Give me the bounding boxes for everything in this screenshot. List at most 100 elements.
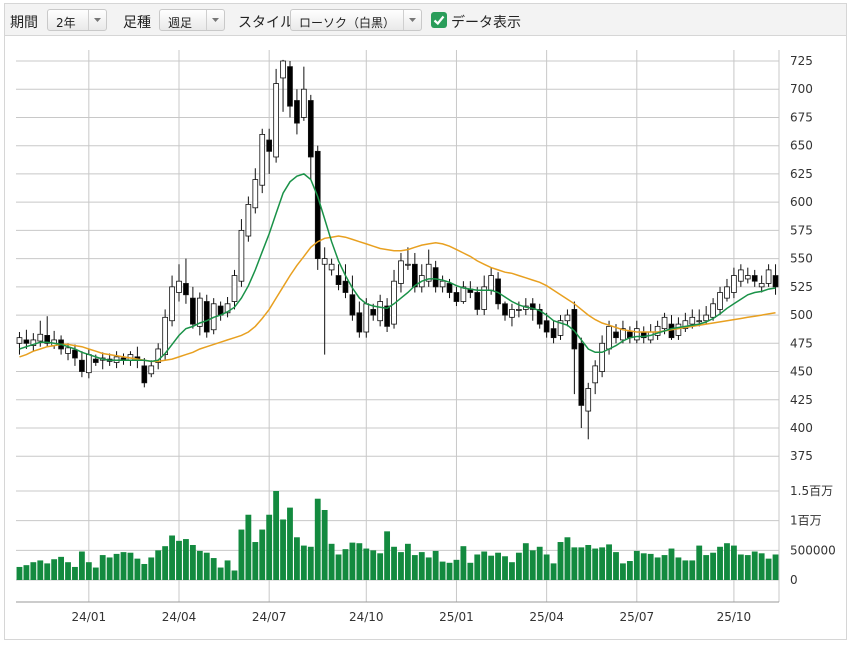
volume-bar	[273, 491, 280, 580]
volume-bar	[183, 539, 189, 580]
volume-bar	[599, 547, 606, 580]
candle-body	[266, 139, 273, 152]
candle-body	[682, 320, 689, 330]
time-tick-label: 25/07	[620, 610, 655, 624]
candle-body	[529, 303, 536, 310]
volume-bar	[536, 546, 543, 580]
volume-bar	[321, 509, 328, 580]
volume-bar	[647, 553, 654, 580]
volume-bar	[328, 543, 335, 580]
candle-body	[585, 388, 592, 412]
volume-bar	[30, 562, 37, 580]
candlesticks	[16, 59, 779, 440]
volume-bar	[377, 553, 384, 580]
volume-bar	[578, 547, 585, 580]
candle-body	[259, 134, 266, 186]
volume-bar	[502, 556, 508, 580]
volume-bar	[238, 529, 245, 580]
volume-axis: 1.5百万 1百万 500000 0	[790, 484, 836, 587]
volume-bar	[515, 552, 522, 580]
volume-bar	[675, 557, 682, 580]
period-select-value: 2年	[56, 16, 76, 30]
candle-body	[488, 275, 494, 291]
volume-bar	[335, 554, 342, 580]
candle-body	[460, 286, 467, 302]
volume-bar	[196, 550, 203, 580]
candle-body	[696, 320, 703, 323]
candle-body	[751, 275, 758, 282]
chart-toolbar: 期間 2年 足種 週足 スタイル ローソク（白黒） データ表示	[4, 3, 847, 35]
chart-area: 725 700 675 650 625 600 575 550 525 500 475 450 425 4…	[4, 35, 847, 640]
volume-bar	[550, 563, 557, 580]
candle-body	[335, 275, 342, 285]
data-display-checkbox[interactable]	[431, 12, 447, 28]
volume-bar	[460, 546, 467, 580]
volume-bar	[294, 537, 300, 580]
volume-bar	[259, 529, 266, 580]
candle-body	[620, 328, 626, 341]
candle-body	[731, 275, 737, 293]
volume-bar	[613, 552, 619, 580]
time-tick-label: 24/04	[162, 610, 197, 624]
candle-body	[758, 283, 765, 288]
candle-body	[481, 286, 488, 310]
candle-body	[79, 359, 85, 372]
volume-bar	[287, 507, 293, 580]
ma-short-line	[19, 173, 776, 363]
volume-bar	[474, 554, 481, 580]
volume-tick-label: 1百万	[790, 514, 822, 528]
volume-bar	[280, 519, 286, 580]
candle-body	[724, 286, 730, 299]
time-tick-label: 24/10	[349, 610, 384, 624]
candle-body	[564, 314, 571, 322]
volume-bar	[85, 562, 92, 580]
volume-bar	[765, 558, 772, 580]
candle-body	[744, 275, 751, 280]
candle-body	[328, 263, 335, 271]
candle-body	[398, 260, 404, 284]
candle-body	[252, 179, 259, 209]
style-select-value: ローソク（白黒）	[299, 16, 396, 30]
volume-bar	[703, 555, 710, 580]
candle-body	[474, 292, 481, 310]
candle-body	[349, 294, 356, 316]
candle-body	[245, 204, 252, 237]
volume-bar	[585, 544, 592, 580]
volume-bar	[300, 545, 307, 580]
candle-body	[92, 358, 99, 363]
candle-body	[425, 263, 432, 282]
candle-body	[183, 283, 189, 296]
volume-bar	[509, 562, 515, 580]
candle-body	[536, 309, 543, 325]
volume-bar	[349, 542, 356, 580]
volume-bar	[44, 563, 51, 580]
volume-tick-label: 0	[790, 573, 798, 587]
candle-body	[301, 88, 307, 118]
volume-bar	[467, 562, 474, 580]
volume-bar	[169, 535, 175, 580]
style-label: スタイル	[238, 15, 294, 31]
candle-body	[516, 309, 522, 311]
volume-bar	[731, 545, 737, 580]
volume-bar	[65, 562, 71, 580]
style-select[interactable]: ローソク（白黒）	[290, 9, 422, 31]
volume-bar	[772, 554, 779, 580]
volume-bar	[488, 555, 495, 580]
price-tick-label: 625	[790, 167, 813, 181]
candle-body	[16, 337, 23, 344]
moving-average-lines	[19, 173, 776, 363]
candle-body	[307, 100, 314, 158]
interval-select[interactable]: 週足	[159, 9, 225, 31]
volume-bar	[162, 546, 169, 580]
candle-body	[294, 100, 300, 124]
volume-bar	[176, 540, 182, 580]
period-select[interactable]: 2年	[47, 9, 107, 31]
volume-bar	[134, 558, 141, 580]
price-tick-label: 575	[790, 223, 813, 237]
volume-bar	[744, 555, 751, 580]
candle-body	[23, 339, 30, 344]
candle-body	[599, 342, 605, 372]
volume-bar	[495, 552, 501, 580]
candle-body	[606, 325, 612, 350]
candle-body	[224, 303, 231, 314]
